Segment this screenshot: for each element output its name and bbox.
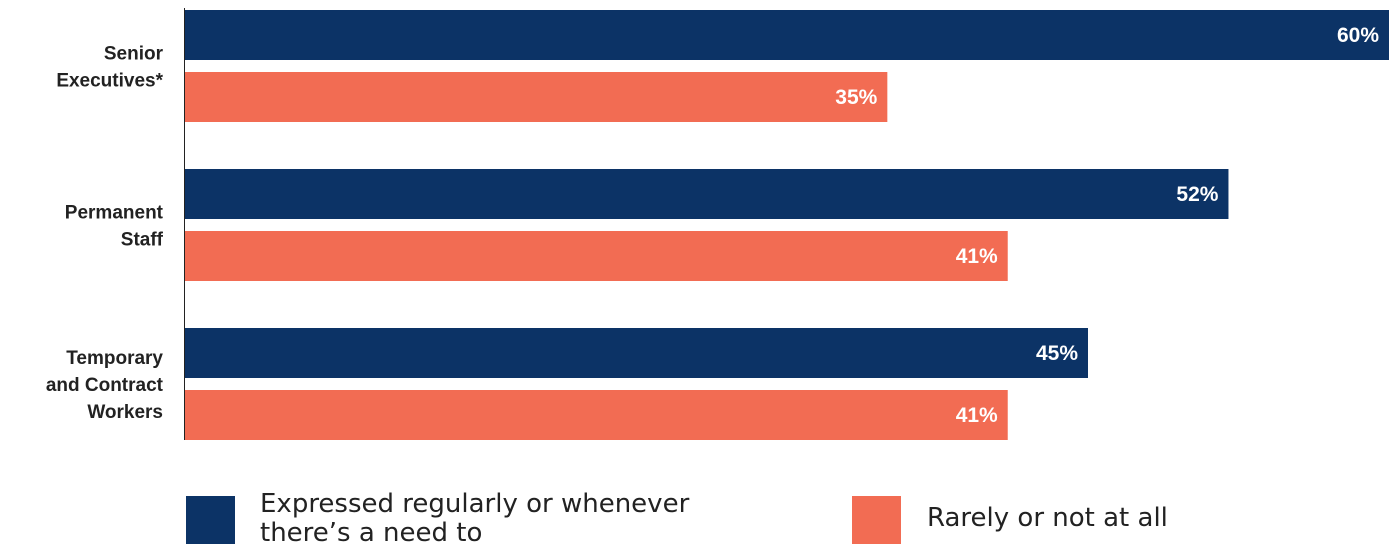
legend: Expressed regularly or whenever there’s … [0, 464, 1393, 556]
bar-permanent-staff-series-1 [185, 169, 1229, 219]
bar-value-label: 41% [956, 245, 998, 268]
legend-swatch-rarely [852, 496, 901, 544]
bar-value-label: 35% [835, 86, 877, 109]
legend-label-expressed-line2: there’s a need to [260, 518, 483, 548]
category-label-permanent-staff: Permanent Staff [65, 203, 164, 251]
bar-senior-executives-series-2 [185, 72, 888, 122]
legend-label-rarely: Rarely or not at all [927, 503, 1168, 533]
bar-temporary-and-contract-workers-series-1 [185, 328, 1088, 378]
legend-label-expressed-line1: Expressed regularly or whenever [260, 489, 690, 519]
bar-value-label: 52% [1176, 183, 1218, 206]
bar-value-label: 41% [956, 404, 998, 427]
bar-value-label: 45% [1036, 342, 1078, 365]
bar-permanent-staff-series-2 [185, 231, 1008, 281]
legend-label-expressed: Expressed regularly or whenever there’s … [260, 490, 689, 548]
bar-senior-executives-series-1 [185, 10, 1389, 60]
bar-chart: 60% 35% Senior Executives* 52% 41% Permanent St… [46, 8, 1389, 440]
bar-temporary-and-contract-workers-series-2 [185, 390, 1008, 440]
category-label-temporary-and-contract-workers: Temporary and Contract Workers [46, 348, 164, 423]
bar-value-label: 60% [1337, 24, 1379, 47]
legend-swatch-expressed [186, 496, 235, 544]
category-label-senior-executives: Senior Executives* [56, 44, 163, 92]
